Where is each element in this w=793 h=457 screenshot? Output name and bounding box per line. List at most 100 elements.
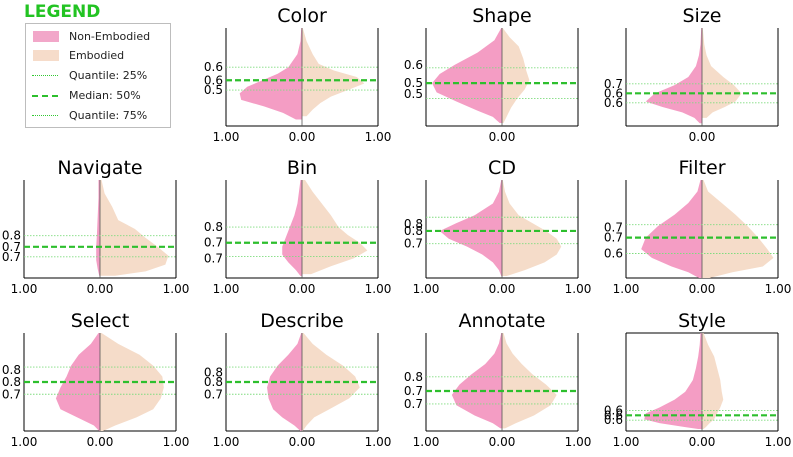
panel-title: CD [488, 157, 516, 179]
violin-panel: Style 0.60.60.6 1.00 0.00 1.00 [604, 310, 791, 449]
y-tick-label: 0.7 [604, 77, 623, 91]
y-tick-label: 0.5 [404, 87, 423, 101]
violin-non-embodied [239, 28, 302, 120]
x-tick-label: 1.00 [565, 435, 592, 449]
legend-label: Median: 50% [69, 89, 141, 102]
y-tick-label: 0.5 [204, 83, 223, 97]
x-tick-label: 0.00 [289, 282, 316, 296]
violin-embodied [702, 180, 774, 278]
x-tick-label: 1.00 [11, 435, 38, 449]
panel-title: Annotate [459, 310, 546, 332]
x-tick-label: 0.00 [689, 435, 716, 449]
panel-title: Shape [472, 5, 532, 27]
x-tick-label: 0.00 [87, 282, 114, 296]
x-tick-label: 1.00 [163, 435, 190, 449]
legend-item: Embodied [26, 47, 170, 65]
y-tick-label: 0.8 [204, 375, 223, 389]
y-tick-label: 0.6 [404, 58, 423, 72]
y-tick-label: 0.7 [2, 250, 21, 264]
panel-title: Color [277, 5, 327, 27]
violin-embodied [502, 180, 562, 277]
x-tick-label: 1.00 [565, 282, 592, 296]
legend-swatch [32, 115, 58, 116]
violin-non-embodied [282, 180, 302, 277]
violin-non-embodied [96, 180, 100, 276]
violin-panel: Shape 0.6 0.50.5 0.00 [404, 5, 579, 144]
y-tick-label: 0.7 [404, 397, 423, 411]
x-tick-label: 1.00 [365, 130, 392, 144]
x-tick-label: 0.00 [87, 435, 114, 449]
legend-item: Quantile: 25% [26, 67, 170, 85]
violin-embodied [502, 333, 557, 429]
violin-non-embodied [439, 180, 502, 277]
y-tick-label: 0.6 [604, 96, 623, 110]
legend-swatch [32, 75, 58, 76]
y-tick-label: 0.7 [204, 236, 223, 250]
x-tick-label: 0.00 [289, 130, 316, 144]
y-tick-label: 0.8 [2, 363, 21, 377]
y-tick-label: 0.8 [404, 370, 423, 384]
x-tick-label: 1.00 [213, 282, 240, 296]
y-tick-label: 0.8 [404, 224, 423, 238]
legend-item: Non-Embodied [26, 28, 170, 46]
violin-non-embodied [644, 333, 702, 430]
panel-title: Style [678, 310, 726, 332]
x-tick-label: 0.00 [689, 130, 716, 144]
legend-item: Quantile: 75% [26, 107, 170, 125]
y-tick-label: 0.8 [204, 365, 223, 379]
x-tick-label: 1.00 [213, 130, 240, 144]
y-tick-label: 0.7 [204, 251, 223, 265]
legend-box: Non-Embodied Embodied Quantile: 25% Median:… [25, 23, 171, 128]
legend-item: Median: 50% [26, 87, 170, 105]
x-tick-label: 1.00 [413, 435, 440, 449]
legend-swatch [33, 50, 59, 61]
violin-non-embodied [641, 180, 702, 278]
y-tick-label: 0.6 [604, 403, 623, 417]
panel-title: Size [682, 5, 721, 27]
x-tick-label: 1.00 [365, 435, 392, 449]
y-tick-label: 0.7 [604, 231, 623, 245]
x-tick-label: 0.00 [689, 282, 716, 296]
violin-non-embodied [645, 28, 702, 124]
y-tick-label: 0.5 [404, 76, 423, 90]
violin-embodied [502, 28, 530, 123]
x-tick-label: 0.00 [289, 435, 316, 449]
panel-title: Navigate [57, 157, 142, 179]
violin-non-embodied [432, 28, 502, 123]
legend-label: Quantile: 25% [69, 69, 148, 82]
y-tick-label: 0.7 [2, 387, 21, 401]
violin-embodied [702, 28, 742, 118]
panel-title: Select [71, 310, 130, 332]
y-tick-label: 0.8 [204, 220, 223, 234]
legend-swatch [32, 95, 58, 97]
y-tick-label: 0.8 [404, 217, 423, 231]
x-tick-label: 0.00 [489, 435, 516, 449]
panel-title: Filter [678, 157, 725, 179]
x-tick-label: 0.00 [489, 130, 516, 144]
y-tick-label: 0.7 [2, 240, 21, 254]
x-tick-label: 1.00 [765, 282, 792, 296]
y-tick-label: 0.6 [204, 73, 223, 87]
y-tick-label: 0.8 [2, 229, 21, 243]
y-tick-label: 0.6 [604, 247, 623, 261]
legend-swatch [33, 31, 59, 42]
legend-label: Non-Embodied [69, 30, 151, 43]
violin-embodied [100, 180, 169, 276]
violin-embodied [702, 333, 724, 430]
violin-non-embodied [55, 333, 100, 431]
violin-embodied [100, 333, 164, 431]
panel-title: Bin [287, 157, 317, 179]
x-tick-label: 1.00 [163, 282, 190, 296]
y-tick-label: 0.6 [204, 60, 223, 74]
y-tick-label: 0.6 [604, 408, 623, 422]
y-tick-label: 0.7 [604, 221, 623, 235]
y-tick-label: 0.7 [404, 384, 423, 398]
violin-embodied [302, 28, 365, 117]
